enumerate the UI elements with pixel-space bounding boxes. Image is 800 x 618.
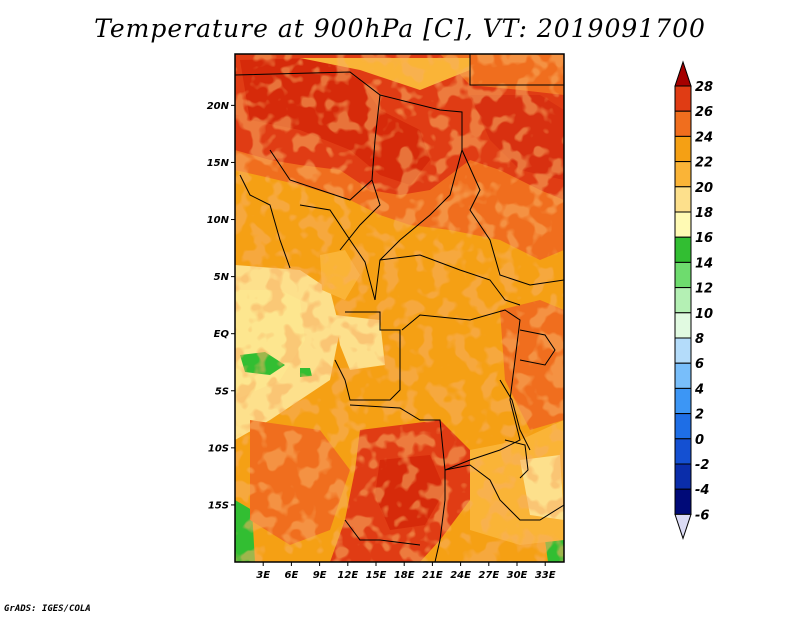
lon-tick-label: 18E: [394, 570, 415, 581]
lat-tick-label: 15N: [207, 158, 230, 169]
lon-tick-label: 15E: [366, 570, 387, 581]
colorbar-label: 26: [695, 105, 713, 120]
colorbar-swatch: [674, 463, 692, 490]
country-borders: [235, 54, 564, 562]
colorbar-swatch: [674, 287, 692, 314]
lat-tick-label: 10S: [208, 443, 229, 454]
colorbar-swatch: [674, 312, 692, 339]
lon-tick-label: 21E: [422, 570, 443, 581]
lon-tick-label: 9E: [313, 570, 327, 581]
colorbar-label: 2: [695, 408, 704, 423]
colorbar-swatch: [674, 110, 692, 137]
colorbar-label: 4: [694, 382, 704, 397]
colorbar-swatch: [674, 413, 692, 440]
colorbar-swatch: [674, 236, 692, 263]
lon-tick-label: 3E: [256, 570, 270, 581]
colorbar-swatch: [674, 488, 692, 515]
lat-tick-label: 10N: [207, 215, 230, 226]
colorbar-swatch: [674, 211, 692, 238]
grads-credit: GrADS: IGES/COLA: [4, 604, 91, 614]
lon-tick-label: 12E: [337, 570, 358, 581]
map-title: Temperature at 900hPa [C], VT: 201909170…: [94, 14, 706, 43]
colorbar-label: -6: [695, 508, 709, 523]
colorbar-label: 18: [695, 206, 713, 221]
lat-tick-label: EQ: [214, 329, 230, 340]
colorbar-label: 12: [695, 282, 713, 297]
colorbar-swatch: [674, 161, 692, 188]
lon-tick-label: 33E: [535, 570, 556, 581]
colorbar-label: 24: [695, 130, 713, 145]
colorbar-swatch: [674, 337, 692, 364]
colorbar-label: 14: [695, 256, 713, 271]
lat-tick-label: 20N: [207, 101, 230, 112]
colorbar-label: 0: [695, 433, 704, 448]
colorbar-label: 22: [695, 156, 713, 171]
colorbar-swatch: [674, 135, 692, 163]
colorbar-label: 28: [695, 80, 713, 95]
colorbar-label: 16: [695, 231, 713, 246]
map-frame: [234, 53, 565, 563]
colorbar-swatch: [674, 387, 692, 415]
colorbar-swatch: [674, 186, 692, 213]
colorbar-swatch: [674, 85, 692, 112]
lon-tick-label: 30E: [507, 570, 528, 581]
colorbar-label: 8: [695, 332, 704, 347]
colorbar-label: 6: [695, 357, 704, 372]
colorbar-label: -2: [695, 458, 709, 473]
longitude-labels: 3E 6E 9E 12E 15E 18E 21E 24E 27E 30E 33E: [256, 562, 556, 581]
latitude-labels: 20N 15N 10N 5N EQ 5S 10S 15S: [207, 101, 235, 511]
lat-tick-label: 15S: [208, 500, 229, 511]
colorbar-label: 20: [695, 181, 713, 196]
colorbar-swatch: [674, 438, 692, 465]
lon-tick-label: 6E: [285, 570, 299, 581]
colorbar-label: -4: [695, 483, 709, 498]
lat-tick-label: 5S: [215, 386, 229, 397]
colorbar-top-arrow: [674, 60, 692, 87]
colorbar-label: 10: [695, 307, 713, 322]
lon-tick-label: 24E: [450, 570, 471, 581]
colorbar-bottom-arrow: [674, 513, 692, 540]
colorbar-swatch: [674, 362, 692, 389]
lat-tick-label: 5N: [214, 272, 230, 283]
lon-tick-label: 27E: [478, 570, 499, 581]
colorbar-swatch: [674, 261, 692, 289]
temperature-field: [235, 54, 564, 562]
